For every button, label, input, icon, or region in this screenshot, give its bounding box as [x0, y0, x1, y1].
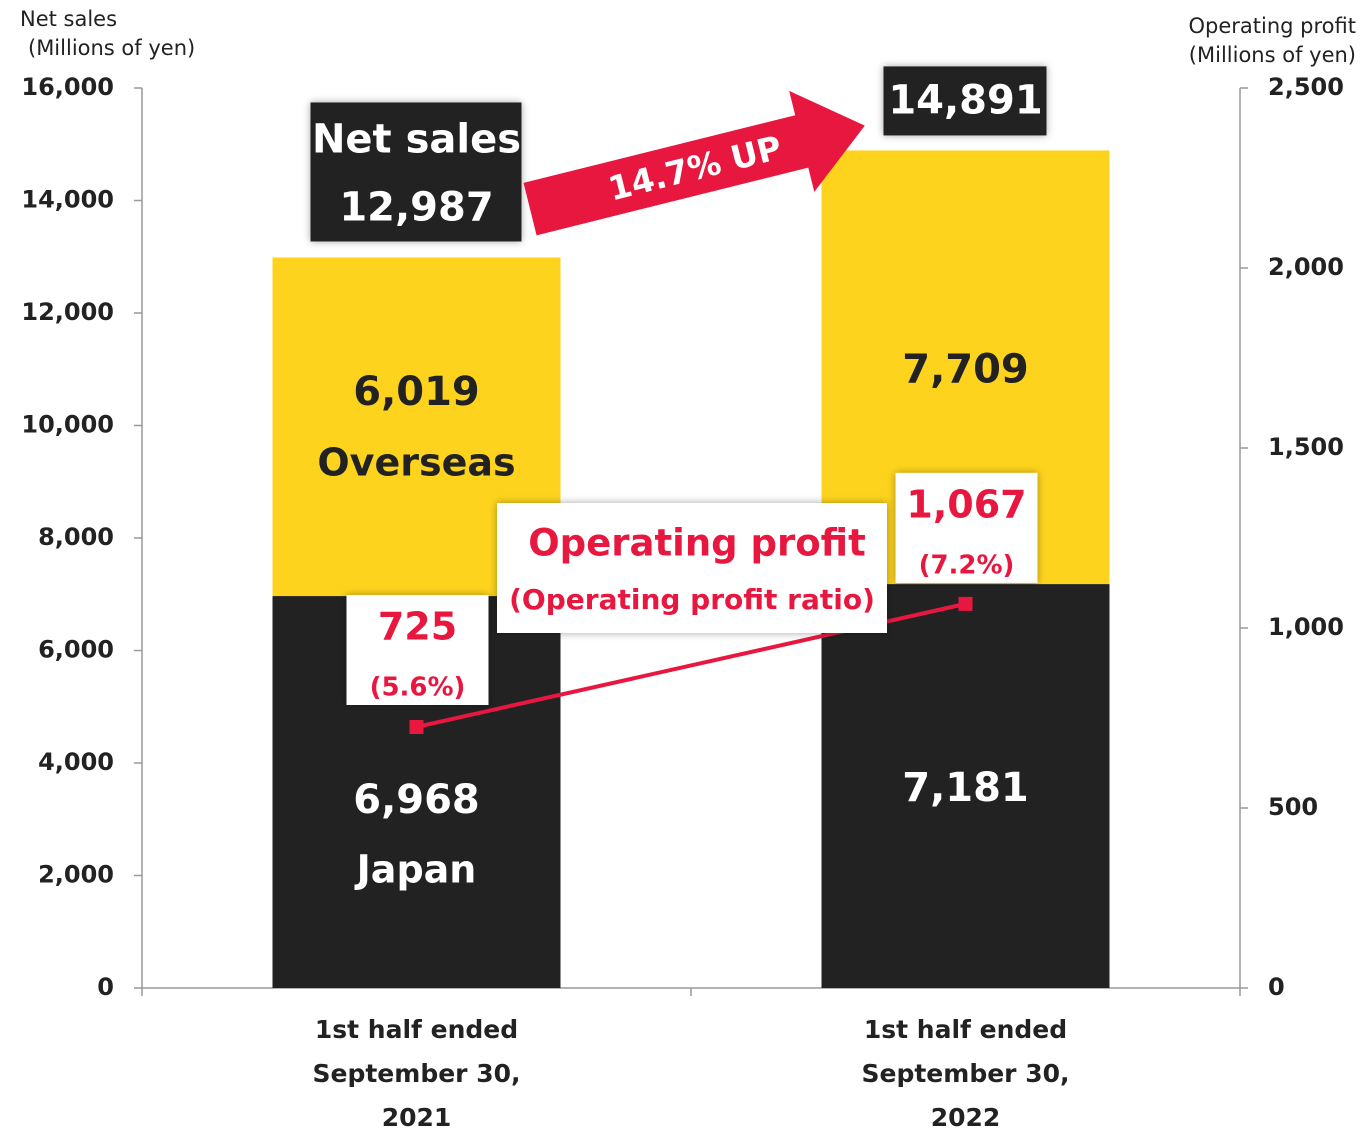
- y2-tick-label: 2,500: [1268, 73, 1344, 101]
- total-label: 12,987: [339, 184, 493, 230]
- x-tick-label: 1st half ended September 30, 2021: [312, 1015, 521, 1128]
- total-box: [883, 66, 1047, 136]
- ratio-label: (5.6%): [370, 673, 466, 703]
- annotation: 14.7% UP: [604, 128, 785, 209]
- arrow-shape: [523, 90, 865, 236]
- data-label: 7,709: [902, 346, 1029, 392]
- data-label: 6,968: [353, 777, 480, 823]
- y-axis-title: Net sales: [20, 7, 117, 31]
- y2-tick-label: 2,000: [1268, 253, 1344, 281]
- y-tick-label: 16,000: [21, 73, 114, 101]
- y-tick-label: 12,000: [21, 298, 114, 326]
- x-tick-label: 1st half ended September 30, 2022: [861, 1015, 1070, 1128]
- legend-name: Operating profit: [528, 522, 866, 565]
- bar-segment: [821, 584, 1110, 988]
- data-label: 7,181: [902, 765, 1029, 811]
- total-label: 14,891: [888, 77, 1042, 123]
- data-label: 6,019: [353, 369, 480, 415]
- line-label: 1,067: [906, 482, 1026, 526]
- label-box: [895, 472, 1038, 583]
- y-tick-label: 0: [97, 973, 114, 1001]
- y-tick-label: 8,000: [38, 523, 114, 551]
- legend-box: [497, 503, 887, 633]
- series-label: Overseas: [317, 440, 515, 484]
- y2-tick-label: 0: [1268, 973, 1285, 1001]
- y2-axis-title: (Millions of yen): [1189, 43, 1356, 67]
- y-tick-label: 4,000: [38, 748, 114, 776]
- y2-tick-label: 500: [1268, 793, 1318, 821]
- series-label: Japan: [354, 848, 477, 892]
- y2-tick-label: 1,000: [1268, 613, 1344, 641]
- y-tick-label: 14,000: [21, 186, 114, 214]
- line-marker: [958, 596, 973, 611]
- y-axis-title: (Millions of yen): [28, 36, 195, 60]
- y-tick-label: 2,000: [38, 861, 114, 889]
- y2-tick-label: 1,500: [1268, 433, 1344, 461]
- legend-subtitle: (Operating profit ratio): [509, 583, 875, 616]
- y-tick-label: 6,000: [38, 636, 114, 664]
- ratio-label: (7.2%): [919, 550, 1015, 580]
- y-tick-label: 10,000: [21, 411, 114, 439]
- total-box: [310, 102, 522, 242]
- total-name: Net sales: [312, 116, 521, 162]
- label-box: [346, 595, 489, 705]
- y2-axis-title: Operating profit: [1189, 14, 1356, 38]
- line-label: 725: [378, 605, 457, 649]
- line-marker: [409, 720, 424, 734]
